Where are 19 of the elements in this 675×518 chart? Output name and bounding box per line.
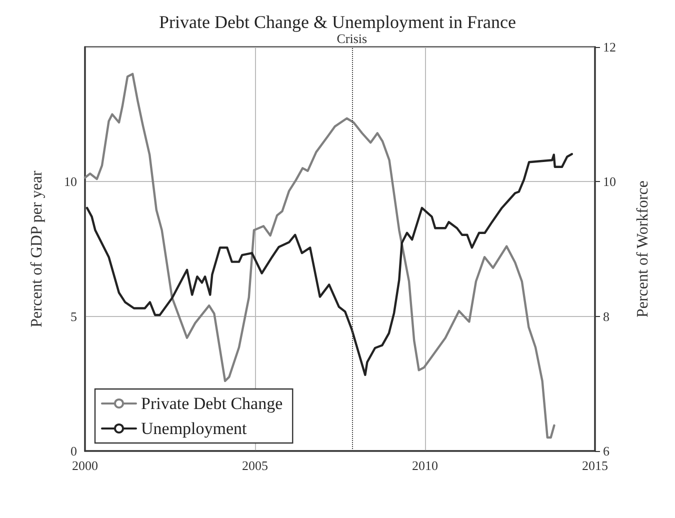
y2-tick-label: 12 bbox=[603, 40, 616, 54]
legend-label: Private Debt Change bbox=[141, 394, 283, 413]
x-tick-label: 2000 bbox=[72, 458, 98, 473]
chart-title: Private Debt Change & Unemployment in France bbox=[159, 12, 516, 32]
legend-label: Unemployment bbox=[141, 419, 248, 438]
y-tick-label: 0 bbox=[70, 444, 77, 458]
x-tick-label: 2005 bbox=[242, 458, 268, 473]
y-axis-title: Percent of GDP per year bbox=[28, 170, 46, 328]
y-tick-label: 5 bbox=[70, 308, 77, 324]
x-tick-label: 2015 bbox=[582, 458, 608, 473]
y2-tick-label: 6 bbox=[603, 444, 610, 458]
y2-tick-label: 10 bbox=[603, 174, 616, 190]
line-series bbox=[86, 152, 573, 376]
y2-axis-title: Percent of Workforce bbox=[634, 180, 652, 318]
line-series bbox=[84, 72, 556, 439]
y2-tick-label: 8 bbox=[603, 308, 610, 324]
x-tick-label: 2010 bbox=[412, 458, 438, 473]
ref-line-label: Crisis bbox=[336, 31, 368, 46]
y-tick-label: 10 bbox=[64, 174, 77, 190]
